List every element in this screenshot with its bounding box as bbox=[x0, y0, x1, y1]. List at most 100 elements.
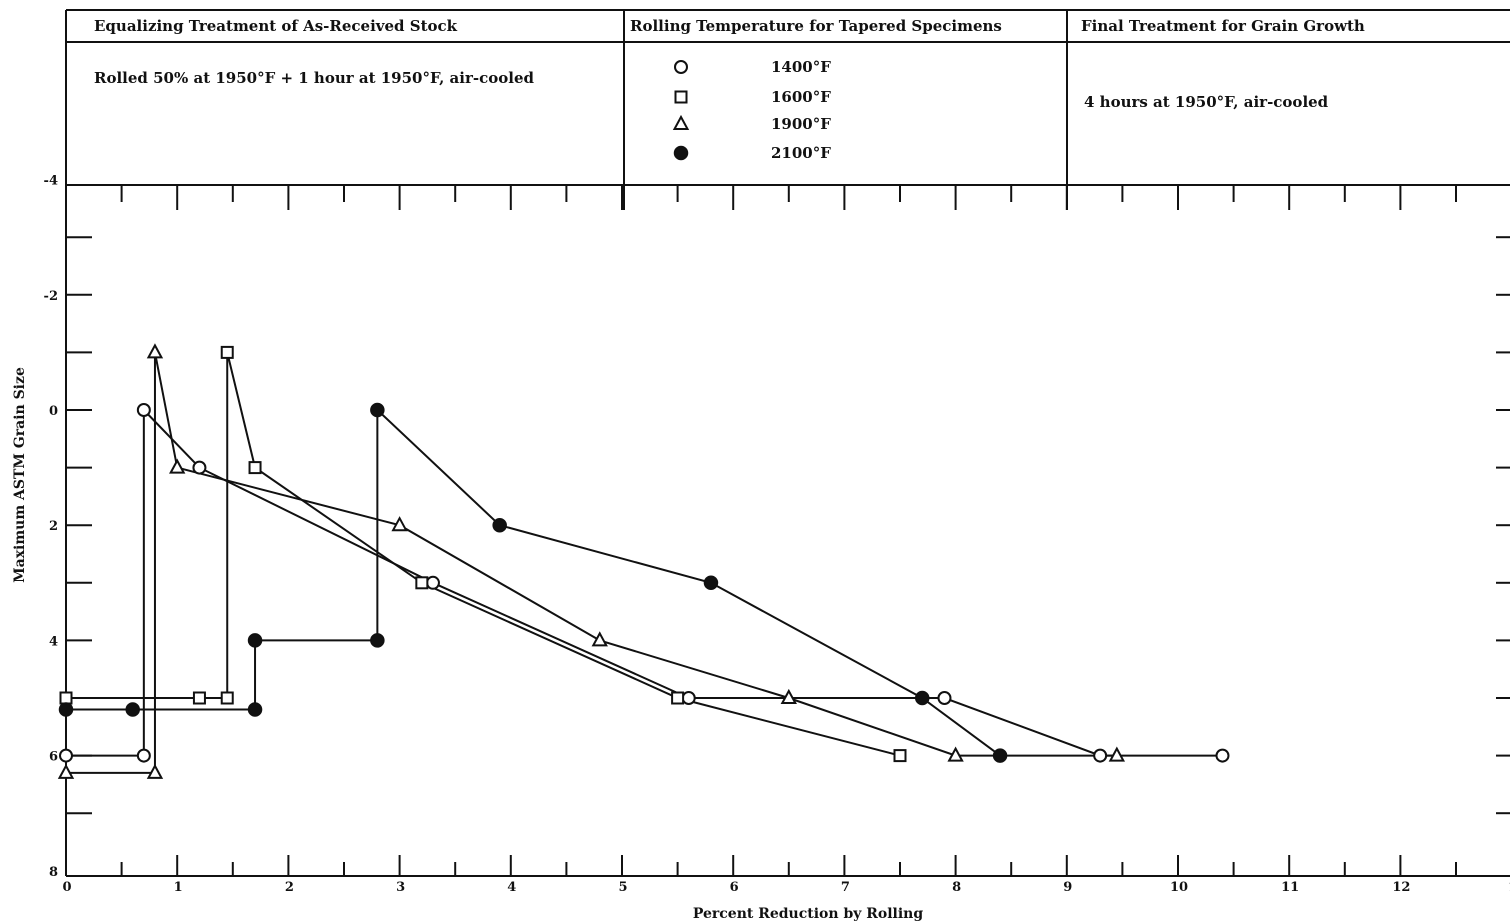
legend-marker bbox=[673, 145, 689, 161]
data-point bbox=[947, 746, 964, 762]
data-point bbox=[671, 691, 685, 705]
marker-shape bbox=[125, 702, 140, 717]
data-point bbox=[914, 690, 930, 706]
marker-shape bbox=[248, 461, 262, 475]
marker-shape bbox=[247, 702, 263, 717]
data-point bbox=[247, 702, 263, 717]
marker-shape bbox=[247, 633, 263, 648]
legend-marker bbox=[672, 114, 690, 130]
data-point bbox=[192, 460, 207, 475]
data-point bbox=[220, 345, 234, 359]
marker-shape bbox=[220, 345, 234, 359]
data-point bbox=[492, 517, 507, 533]
marker-shape bbox=[391, 516, 408, 532]
marker-shape bbox=[937, 691, 952, 705]
marker-shape bbox=[192, 691, 206, 705]
data-point bbox=[57, 763, 75, 779]
series-line bbox=[66, 407, 1223, 757]
marker-shape bbox=[492, 517, 507, 533]
marker-shape bbox=[57, 763, 75, 779]
data-point bbox=[1093, 748, 1108, 763]
y-tick-label: 6 bbox=[49, 750, 58, 765]
data-point bbox=[169, 458, 186, 474]
legend-marker bbox=[674, 60, 688, 74]
x-tick-label: 2 bbox=[285, 880, 294, 895]
equalizing-treatment-text: Rolled 50% at 1950°F + 1 hour at 1950°F,… bbox=[94, 69, 534, 87]
marker-shape bbox=[415, 576, 429, 590]
legend: 1400°F 1600°F 1900°F 2100°F bbox=[672, 58, 831, 162]
data-point bbox=[146, 343, 164, 359]
marker-shape bbox=[1108, 746, 1126, 762]
rolling-temperature-column-title: Rolling Temperature for Tapered Specimen… bbox=[630, 17, 1002, 35]
data-point bbox=[937, 691, 952, 705]
header-table bbox=[65, 9, 1510, 210]
data-point bbox=[370, 633, 385, 648]
data-point bbox=[125, 702, 140, 717]
marker-shape bbox=[59, 748, 73, 763]
marker-shape bbox=[220, 691, 234, 705]
x-tick-label: 1 bbox=[1508, 880, 1510, 895]
marker-shape bbox=[169, 458, 186, 474]
y-tick-label: 8 bbox=[49, 865, 58, 880]
y-axis-title: Maximum ASTM Grain Size bbox=[12, 367, 28, 583]
data-point bbox=[1108, 746, 1126, 762]
x-tick-label: 5 bbox=[618, 880, 627, 895]
marker-shape bbox=[425, 575, 440, 590]
marker-shape bbox=[58, 702, 74, 717]
legend-label: 1400°F bbox=[771, 58, 831, 76]
legend-marker bbox=[674, 90, 688, 104]
series-line bbox=[66, 352, 901, 757]
data-point bbox=[136, 403, 151, 417]
data-point bbox=[192, 691, 206, 705]
marker-shape bbox=[136, 403, 151, 417]
data-point bbox=[146, 763, 164, 779]
marker-shape bbox=[674, 60, 688, 74]
x-axis-title: Percent Reduction by Rolling bbox=[693, 906, 924, 922]
x-tick-label: 1 bbox=[174, 880, 183, 895]
x-tick-label: 10 bbox=[1170, 880, 1188, 895]
marker-shape bbox=[703, 575, 719, 591]
y-tick-label: -4 bbox=[44, 174, 58, 189]
marker-shape bbox=[947, 746, 964, 762]
marker-shape bbox=[780, 688, 797, 704]
data-point bbox=[415, 576, 429, 590]
x-tick-label: 3 bbox=[396, 880, 405, 895]
data-point bbox=[248, 461, 262, 475]
y-tick-label: -2 bbox=[44, 289, 58, 304]
marker-shape bbox=[370, 633, 385, 648]
plot-frame bbox=[65, 184, 1510, 877]
data-point bbox=[136, 748, 151, 763]
x-tick-label: 7 bbox=[841, 880, 850, 895]
y-tick-label: 0 bbox=[49, 404, 58, 419]
marker-shape bbox=[914, 690, 930, 706]
x-tick-label: 0 bbox=[62, 880, 71, 895]
marker-shape bbox=[192, 460, 207, 475]
data-point bbox=[703, 575, 719, 591]
data-point bbox=[1215, 748, 1230, 763]
x-tick-label: 9 bbox=[1063, 880, 1072, 895]
data-point bbox=[425, 575, 440, 590]
x-tick-label: 11 bbox=[1281, 880, 1299, 895]
legend-label: 1600°F bbox=[771, 88, 831, 106]
x-tick-label: 8 bbox=[952, 880, 961, 895]
marker-shape bbox=[591, 631, 608, 647]
data-point bbox=[591, 631, 608, 647]
data-point bbox=[370, 402, 385, 418]
data-point bbox=[391, 516, 408, 532]
equalizing-column-title: Equalizing Treatment of As-Received Stoc… bbox=[94, 17, 458, 35]
final-treatment-text: 4 hours at 1950°F, air-cooled bbox=[1084, 93, 1329, 111]
x-tick-label: 4 bbox=[507, 880, 516, 895]
marker-shape bbox=[1215, 748, 1230, 763]
legend-label: 2100°F bbox=[771, 144, 831, 162]
data-point bbox=[58, 702, 74, 717]
series-line bbox=[66, 407, 1001, 757]
y-tick-label: 2 bbox=[49, 519, 58, 534]
marker-shape bbox=[681, 691, 696, 705]
data-point bbox=[220, 691, 234, 705]
final-treatment-column-title: Final Treatment for Grain Growth bbox=[1081, 17, 1365, 35]
marker-shape bbox=[370, 402, 385, 418]
y-tick-label: 4 bbox=[49, 634, 58, 649]
marker-shape bbox=[1093, 748, 1108, 763]
